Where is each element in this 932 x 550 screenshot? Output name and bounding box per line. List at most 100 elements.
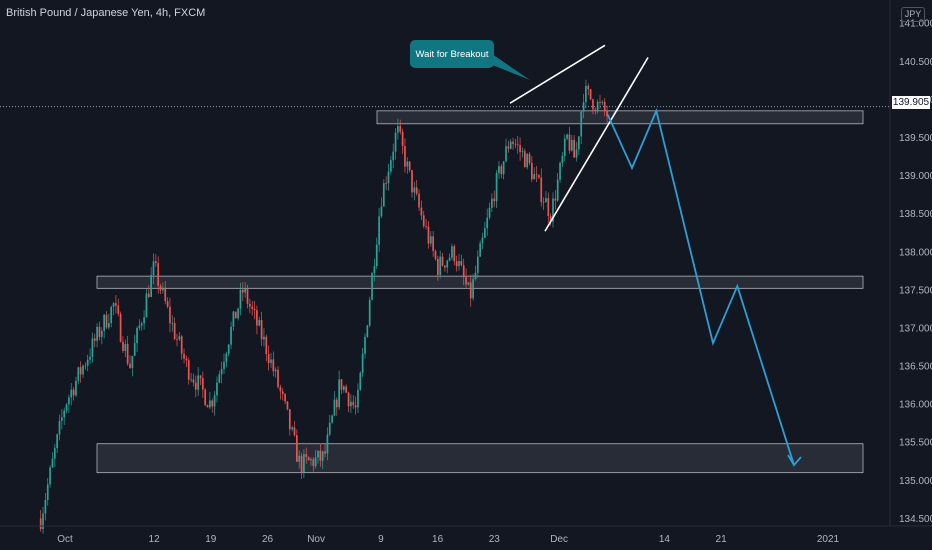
candle bbox=[561, 152, 564, 168]
candle bbox=[103, 313, 105, 339]
time-tick-label: 26 bbox=[262, 534, 274, 545]
candle bbox=[486, 208, 489, 236]
candle bbox=[312, 457, 315, 472]
candle bbox=[350, 394, 352, 413]
candle bbox=[509, 139, 512, 150]
price-tick-label: 139.500 bbox=[899, 133, 932, 144]
time-axis[interactable]: Oct 12 19 26 Nov 9 16 23 Dec 14 21 2021 bbox=[57, 534, 839, 545]
candle bbox=[479, 240, 481, 257]
wedge-lower-line[interactable] bbox=[544, 57, 649, 232]
price-tick-label: 135.500 bbox=[899, 438, 932, 449]
candle bbox=[44, 493, 47, 521]
wedge-upper-line[interactable] bbox=[509, 44, 606, 104]
price-tick-label: 134.500 bbox=[899, 514, 932, 525]
support-resistance-zone[interactable] bbox=[96, 275, 864, 289]
candle bbox=[150, 266, 152, 298]
candle bbox=[53, 443, 56, 468]
candle bbox=[458, 253, 460, 271]
candle bbox=[580, 110, 583, 145]
currency-button[interactable]: JPY bbox=[901, 7, 925, 22]
candle bbox=[314, 449, 317, 469]
candle bbox=[448, 253, 451, 262]
candle bbox=[451, 243, 453, 261]
candle bbox=[197, 367, 199, 396]
candle bbox=[164, 280, 167, 305]
candle bbox=[220, 361, 223, 384]
candle bbox=[514, 138, 517, 149]
candle bbox=[232, 310, 235, 331]
price-tick-label: 137.500 bbox=[899, 285, 932, 296]
candle bbox=[495, 170, 498, 209]
candle bbox=[542, 197, 545, 210]
candle bbox=[230, 321, 232, 350]
candle bbox=[173, 317, 176, 341]
candle bbox=[556, 173, 559, 203]
candle bbox=[119, 311, 122, 343]
candle bbox=[585, 79, 587, 109]
candle bbox=[58, 414, 61, 441]
candle bbox=[467, 282, 470, 286]
candle bbox=[42, 506, 44, 534]
candle bbox=[552, 192, 554, 228]
candle bbox=[117, 298, 120, 317]
candle bbox=[361, 347, 364, 377]
candle bbox=[357, 383, 359, 413]
candle bbox=[575, 141, 578, 162]
candle bbox=[378, 208, 380, 252]
support-resistance-zone[interactable] bbox=[96, 443, 864, 474]
candle bbox=[392, 143, 395, 169]
candle bbox=[394, 128, 397, 160]
support-resistance-zone[interactable] bbox=[376, 110, 864, 125]
candle bbox=[171, 315, 174, 332]
candle bbox=[288, 409, 291, 436]
time-tick-label: 23 bbox=[489, 534, 501, 545]
candle bbox=[373, 258, 376, 282]
candle bbox=[535, 165, 538, 183]
candle bbox=[533, 167, 536, 180]
candle bbox=[239, 282, 242, 316]
candle bbox=[335, 397, 338, 416]
candle bbox=[82, 364, 84, 379]
candle bbox=[51, 452, 54, 468]
candle bbox=[281, 388, 284, 401]
candle bbox=[545, 190, 547, 203]
candle bbox=[390, 156, 392, 175]
drawings-layer bbox=[0, 44, 890, 467]
candle bbox=[256, 305, 258, 335]
price-tick-label: 138.500 bbox=[899, 209, 932, 220]
candle bbox=[474, 265, 477, 281]
candle bbox=[298, 450, 301, 469]
breakout-callout[interactable]: Wait for Breakout bbox=[410, 40, 494, 68]
current-price-label: 139.905 bbox=[892, 96, 930, 109]
candle bbox=[465, 268, 467, 288]
candle bbox=[491, 193, 493, 212]
candle bbox=[157, 256, 160, 294]
candle bbox=[563, 134, 566, 161]
projection-path[interactable] bbox=[606, 107, 795, 466]
candle bbox=[531, 155, 533, 183]
candle bbox=[500, 163, 503, 179]
candle bbox=[75, 376, 77, 398]
candle bbox=[303, 449, 305, 478]
time-tick-label: Dec bbox=[550, 534, 568, 545]
candle bbox=[404, 138, 406, 173]
candle bbox=[573, 135, 575, 158]
candle bbox=[143, 310, 145, 330]
price-tick-label: 138.000 bbox=[899, 247, 932, 258]
time-tick-label: 14 bbox=[659, 534, 671, 545]
candle bbox=[472, 274, 474, 301]
candle bbox=[387, 163, 390, 191]
candle bbox=[570, 134, 573, 152]
candle bbox=[246, 284, 249, 309]
candle bbox=[187, 357, 190, 385]
candle bbox=[159, 283, 162, 295]
candle bbox=[251, 300, 254, 316]
candle bbox=[100, 327, 103, 345]
candle bbox=[265, 334, 268, 362]
candle bbox=[223, 353, 225, 374]
candle bbox=[98, 321, 101, 341]
candle bbox=[70, 383, 73, 406]
candle bbox=[488, 202, 491, 220]
candle bbox=[79, 361, 82, 383]
